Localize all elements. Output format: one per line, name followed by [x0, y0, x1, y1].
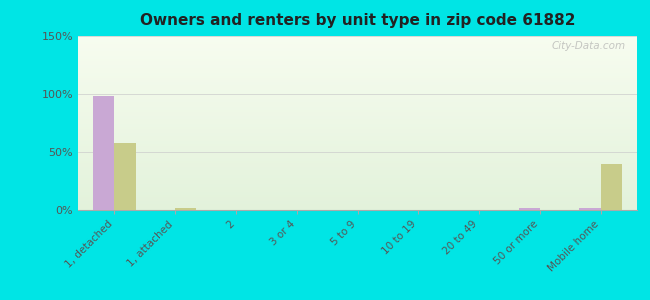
Bar: [114, 143, 136, 210]
Bar: [93, 96, 114, 210]
Title: Owners and renters by unit type in zip code 61882: Owners and renters by unit type in zip c…: [140, 13, 575, 28]
Bar: [176, 208, 196, 210]
Text: City-Data.com: City-Data.com: [552, 41, 626, 51]
Bar: [601, 164, 622, 210]
Bar: [579, 208, 601, 210]
Bar: [519, 208, 540, 210]
